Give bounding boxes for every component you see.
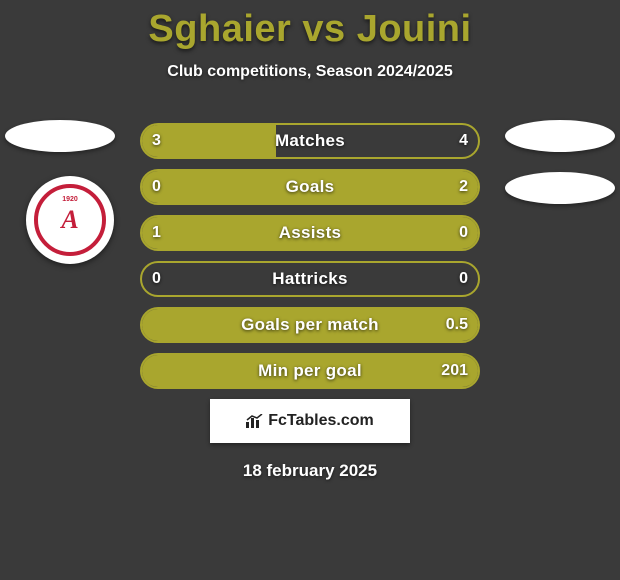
branding-logo: FcTables.com [210,399,410,443]
stat-row: 201Min per goal [140,353,480,389]
stat-label: Hattricks [142,263,478,295]
stat-row: 0.5Goals per match [140,307,480,343]
chart-icon [246,414,264,428]
stat-row: 34Matches [140,123,480,159]
comparison-chart: 34Matches 02Goals 10Assists 00Hattricks 0.5G… [0,123,620,389]
branding-text: FcTables.com [268,412,374,430]
date-label: 18 february 2025 [0,461,620,481]
page-title: Sghaier vs Jouini [0,0,620,51]
stat-row: 00Hattricks [140,261,480,297]
stat-row: 10Assists [140,215,480,251]
stat-label: Assists [142,217,478,249]
stat-row: 02Goals [140,169,480,205]
page-subtitle: Club competitions, Season 2024/2025 [0,63,620,81]
stat-label: Min per goal [142,355,478,387]
stat-label: Goals [142,171,478,203]
stat-label: Goals per match [142,309,478,341]
stat-label: Matches [142,125,478,157]
